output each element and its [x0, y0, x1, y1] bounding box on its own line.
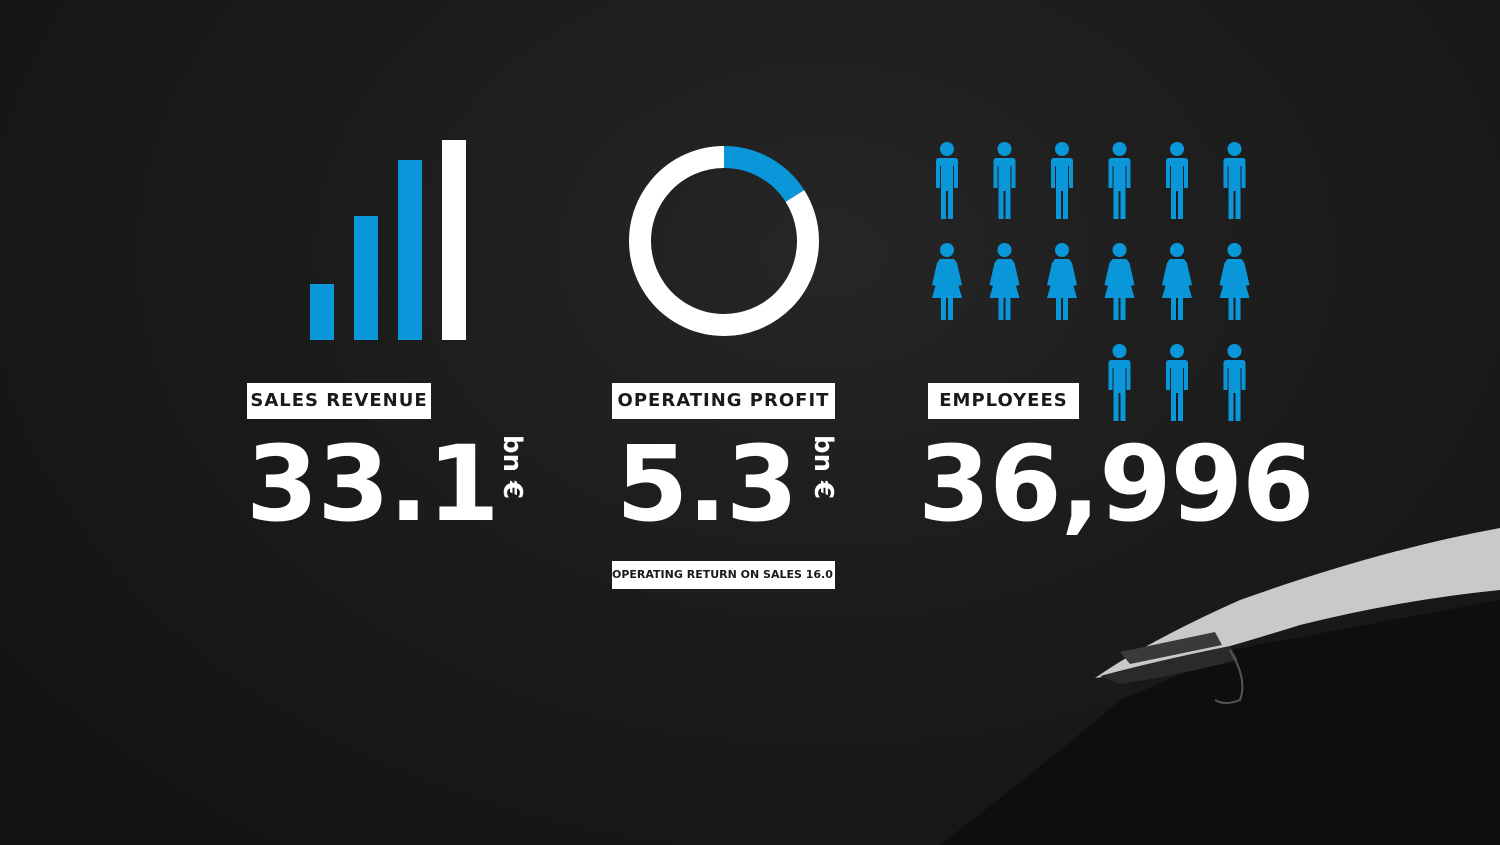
- man-figure: [1108, 344, 1131, 421]
- operating-profit-unit: bn €: [808, 434, 839, 500]
- operating-profit-value: 5.3: [616, 423, 798, 545]
- bar-4: [442, 140, 466, 340]
- man-figure: [1108, 142, 1131, 219]
- employees-label: EMPLOYEES: [928, 383, 1079, 419]
- donut-slice-1: [723, 146, 805, 203]
- bar-3: [398, 160, 422, 340]
- woman-figure: [1162, 243, 1192, 320]
- man-figure: [1223, 142, 1246, 219]
- donut-slice-2: [629, 146, 819, 336]
- donut-chart-icon: [629, 146, 819, 336]
- sales-revenue-unit: bn €: [497, 434, 528, 500]
- woman-figure: [1047, 243, 1077, 320]
- bar-1: [310, 284, 334, 340]
- man-figure: [1223, 344, 1246, 421]
- operating-profit-label: OPERATING PROFIT: [612, 383, 835, 419]
- bar-chart-icon: [310, 140, 466, 340]
- man-figure: [936, 142, 958, 219]
- employees-value: 36,996: [918, 423, 1314, 545]
- man-figure: [1166, 344, 1188, 421]
- bar-2: [354, 216, 378, 340]
- sales-revenue-value: 33.1: [246, 423, 500, 545]
- sales-revenue-label: SALES REVENUE: [247, 383, 431, 419]
- operating-return-label: OPERATING RETURN ON SALES 16.0 %: [612, 561, 848, 589]
- woman-figure: [989, 243, 1020, 320]
- woman-figure: [932, 243, 962, 320]
- man-figure: [993, 142, 1016, 219]
- woman-figure: [1219, 243, 1250, 320]
- man-figure: [1166, 142, 1188, 219]
- man-figure: [1051, 142, 1073, 219]
- people-icon: [932, 142, 1250, 421]
- woman-figure: [1104, 243, 1135, 320]
